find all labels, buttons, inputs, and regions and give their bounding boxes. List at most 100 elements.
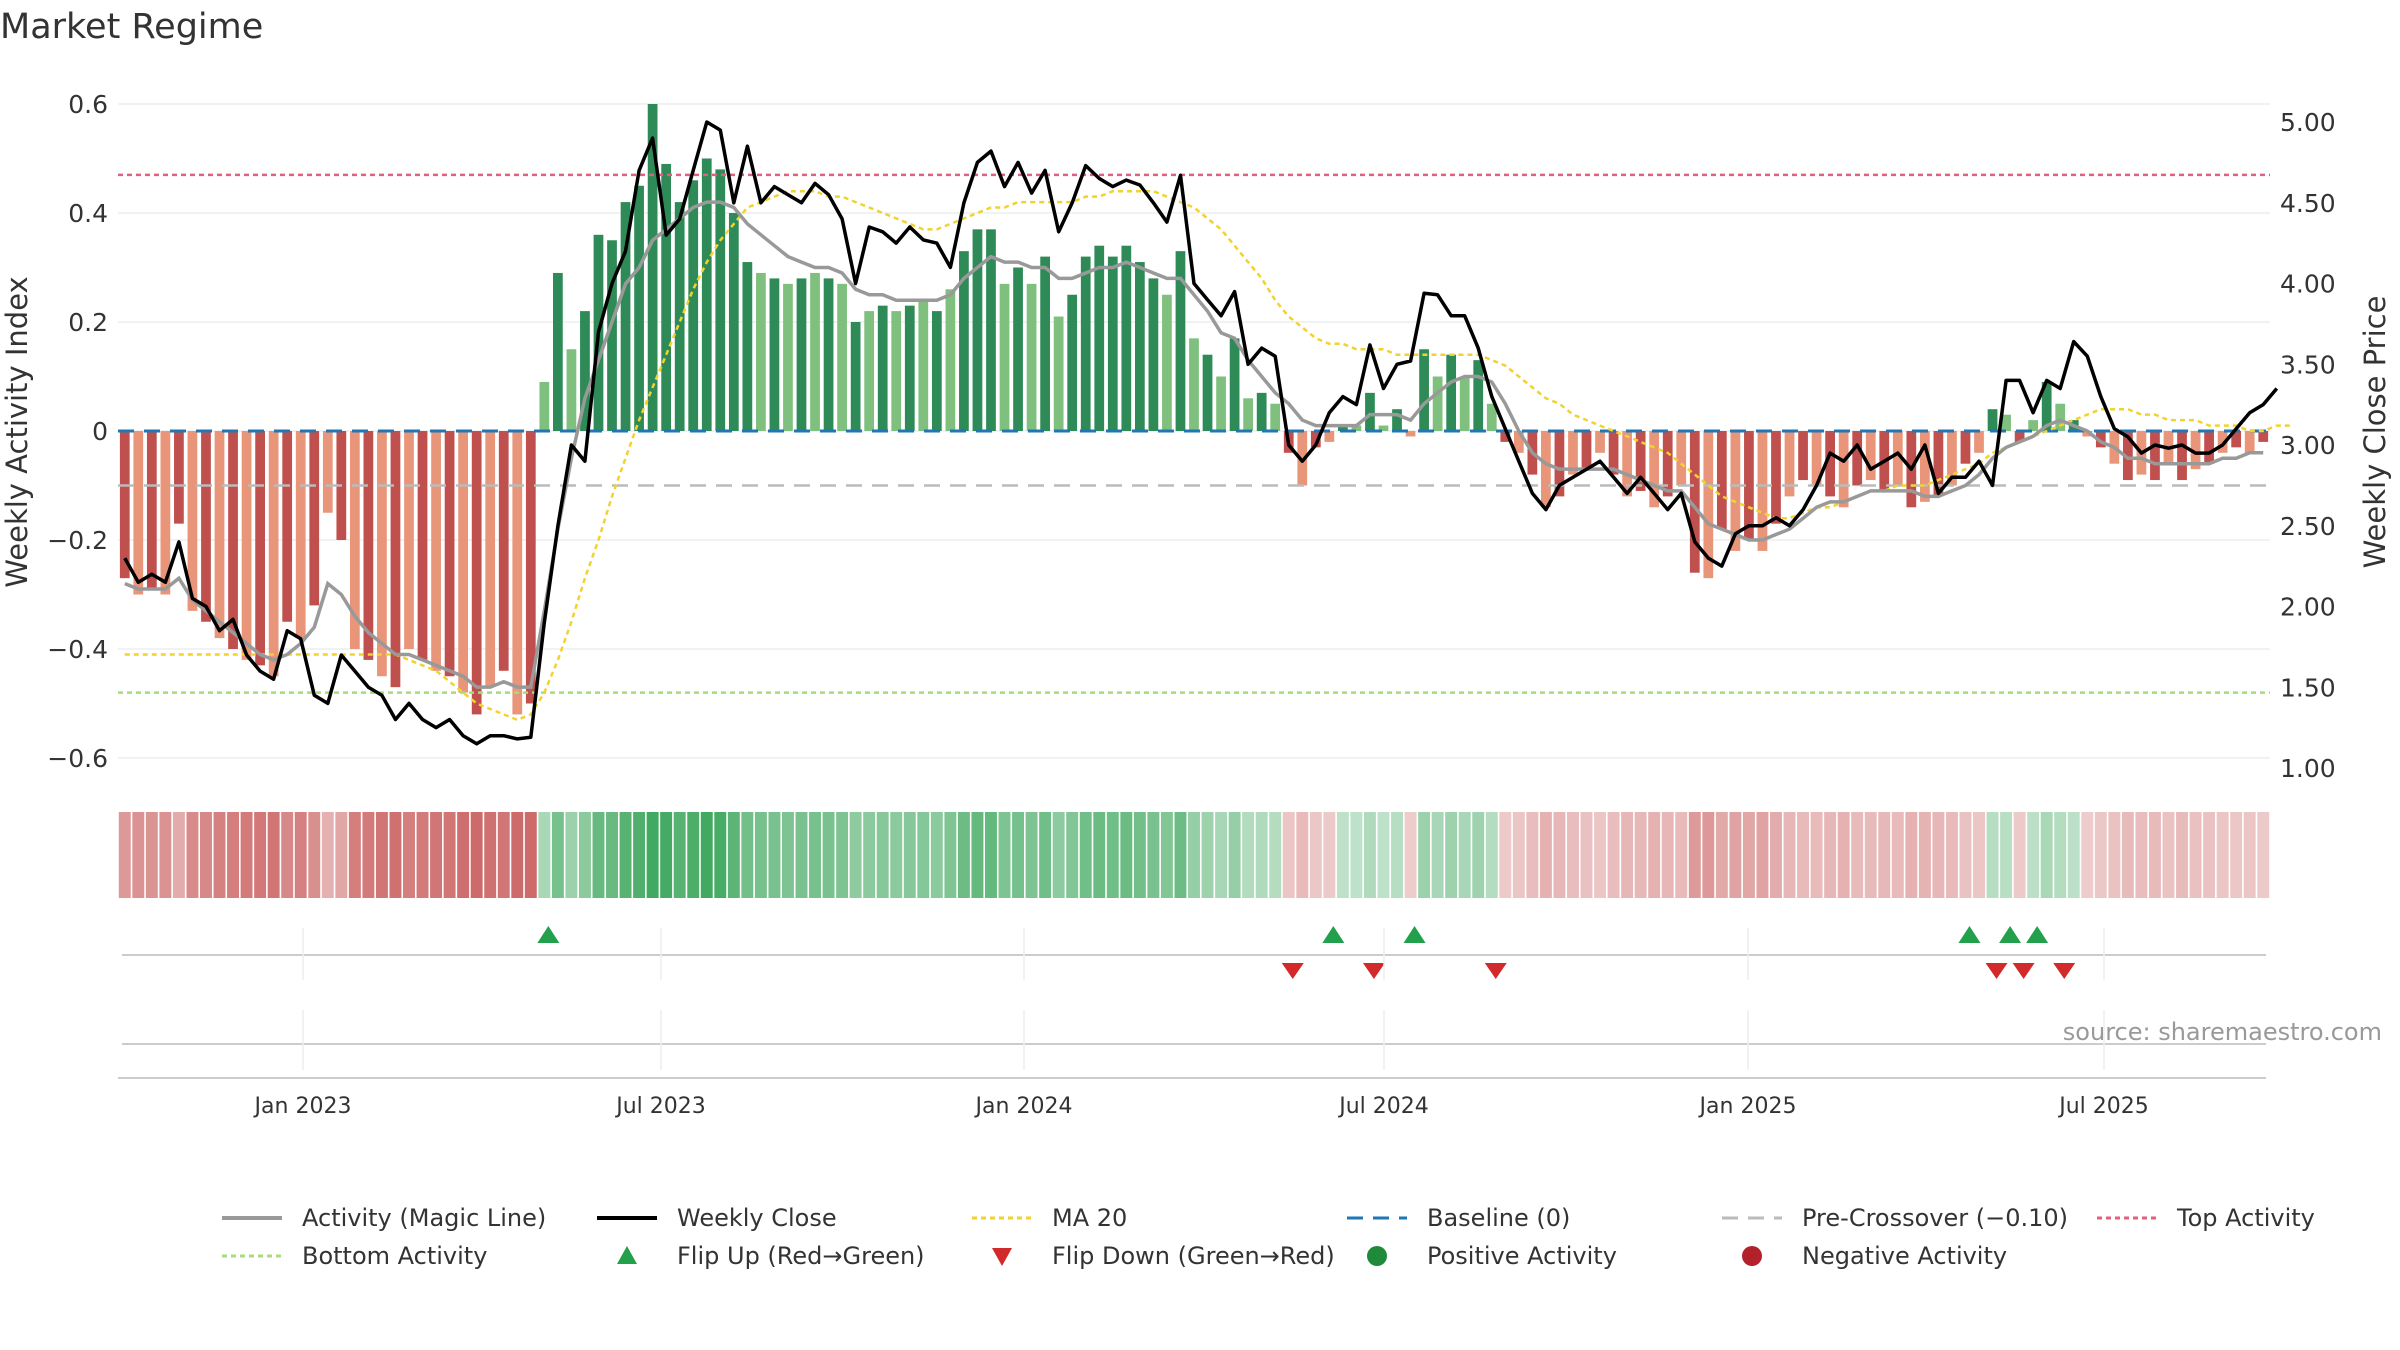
regime-strip-cell bbox=[606, 812, 618, 898]
regime-strip-cell bbox=[660, 812, 673, 898]
regime-strip-cell bbox=[1621, 812, 1634, 898]
activity-bar bbox=[742, 262, 753, 431]
activity-bar bbox=[1053, 316, 1064, 431]
regime-strip-cell bbox=[457, 812, 470, 898]
regime-strip-cell bbox=[1445, 812, 1458, 898]
regime-strip-cell bbox=[1255, 812, 1268, 898]
activity-bar bbox=[959, 251, 969, 431]
activity-bar bbox=[661, 163, 672, 431]
legend-swatch-negative-activity bbox=[1742, 1246, 1762, 1266]
legend-item-positive-activity: Positive Activity bbox=[1345, 1238, 1617, 1274]
regime-strip-cell bbox=[957, 812, 970, 898]
regime-strip-cell bbox=[145, 812, 158, 898]
regime-strip-cell bbox=[403, 812, 415, 898]
legend-item-pre-crossover: Pre-Crossover (−0.10) bbox=[1720, 1200, 2068, 1236]
legend-item-top-activity: Top Activity bbox=[2095, 1200, 2315, 1236]
activity-bar bbox=[1162, 294, 1172, 431]
activity-bar bbox=[2028, 420, 2039, 431]
regime-strip-cell bbox=[1228, 812, 1241, 898]
activity-bar bbox=[2190, 431, 2201, 470]
activity-bar bbox=[1486, 403, 1497, 431]
y-tick-label: −0.6 bbox=[47, 744, 108, 773]
regime-strip-cell bbox=[1458, 812, 1471, 898]
activity-bar bbox=[417, 431, 428, 660]
activity-bar bbox=[1974, 431, 1984, 453]
activity-bar bbox=[850, 322, 861, 431]
regime-strip-cell bbox=[551, 812, 564, 898]
regime-strip-cell bbox=[1932, 812, 1945, 898]
legend-swatch-magic-line bbox=[222, 1216, 282, 1220]
legend-item-negative-activity: Negative Activity bbox=[1720, 1238, 2007, 1274]
flip-down-marker bbox=[2053, 963, 2076, 979]
activity-bar bbox=[972, 229, 983, 431]
regime-strip-cell bbox=[849, 812, 862, 898]
activity-bar bbox=[1040, 256, 1050, 431]
regime-strip-cell bbox=[511, 812, 524, 898]
regime-strip-cell bbox=[700, 812, 713, 898]
activity-bar bbox=[322, 431, 333, 513]
activity-bar bbox=[431, 431, 441, 671]
y2-tick-label: 1.50 bbox=[2280, 673, 2336, 702]
regime-strip-cell bbox=[430, 812, 443, 898]
regime-strip-cell bbox=[1783, 812, 1796, 898]
regime-strip-cell bbox=[1377, 812, 1390, 898]
regime-strip-cell bbox=[1661, 812, 1674, 898]
regime-strip-cell bbox=[1634, 812, 1647, 898]
activity-bar bbox=[1175, 251, 1186, 431]
regime-strip-cell bbox=[1688, 812, 1701, 898]
regime-strip-cell bbox=[1431, 812, 1444, 898]
activity-bar bbox=[1432, 376, 1443, 431]
regime-strip-cell bbox=[1918, 812, 1931, 898]
activity-bar bbox=[146, 431, 157, 590]
activity-bar bbox=[241, 431, 252, 660]
regime-strip-cell bbox=[673, 812, 686, 898]
activity-bar bbox=[2123, 431, 2133, 481]
activity-bar bbox=[756, 272, 766, 431]
legend-label-magic-line: Activity (Magic Line) bbox=[302, 1204, 547, 1232]
legend-item-flip-down: Flip Down (Green→Red) bbox=[970, 1238, 1335, 1274]
activity-bar bbox=[1676, 431, 1687, 486]
activity-bar bbox=[1554, 431, 1565, 497]
activity-bar bbox=[553, 272, 563, 431]
regime-strip-cell bbox=[2013, 812, 2026, 898]
regime-strip-cell bbox=[768, 812, 781, 898]
regime-strip-cell bbox=[524, 812, 537, 898]
activity-bar bbox=[1892, 431, 1903, 486]
activity-bar bbox=[1324, 431, 1335, 442]
activity-bar bbox=[1581, 431, 1592, 470]
regime-strip-cell bbox=[1025, 812, 1038, 898]
activity-bar bbox=[458, 431, 469, 693]
activity-bar bbox=[1622, 431, 1632, 497]
regime-strip-cell bbox=[1066, 812, 1079, 898]
activity-bar bbox=[1771, 431, 1781, 524]
regime-strip-cell bbox=[1878, 812, 1891, 898]
flip-up-marker bbox=[1958, 926, 1981, 943]
regime-strip-cell bbox=[903, 812, 916, 898]
y-tick-label: −0.2 bbox=[47, 526, 108, 555]
regime-strip-cell bbox=[1945, 812, 1958, 898]
regime-strip-cell bbox=[1269, 812, 1282, 898]
regime-strip-cell bbox=[2040, 812, 2053, 898]
regime-strip-cell bbox=[1756, 812, 1769, 898]
regime-strip-cell bbox=[1986, 812, 1999, 898]
regime-strip-cell bbox=[159, 812, 172, 898]
regime-strip-cell bbox=[1648, 812, 1661, 898]
activity-bar bbox=[201, 431, 211, 622]
activity-bar bbox=[2055, 403, 2066, 431]
y-axis-label: Weekly Activity Index bbox=[0, 276, 34, 587]
activity-bar bbox=[1703, 431, 1714, 579]
activity-bar bbox=[1026, 283, 1037, 431]
x-tick-label: Jan 2024 bbox=[974, 1094, 1073, 1119]
regime-strip-cell bbox=[389, 812, 402, 898]
legend-label-weekly-close: Weekly Close bbox=[677, 1204, 837, 1232]
legend-swatch-ma20 bbox=[972, 1216, 1032, 1220]
activity-bar bbox=[525, 431, 536, 704]
regime-strip-cell bbox=[619, 812, 632, 898]
activity-bar bbox=[1216, 376, 1226, 431]
regime-strip-cell bbox=[890, 812, 903, 898]
activity-bar bbox=[1365, 392, 1375, 431]
activity-bar bbox=[634, 185, 644, 431]
regime-strip-cell bbox=[1499, 812, 1512, 898]
flip-up-marker bbox=[537, 926, 560, 943]
y2-tick-label: 4.50 bbox=[2280, 189, 2336, 218]
